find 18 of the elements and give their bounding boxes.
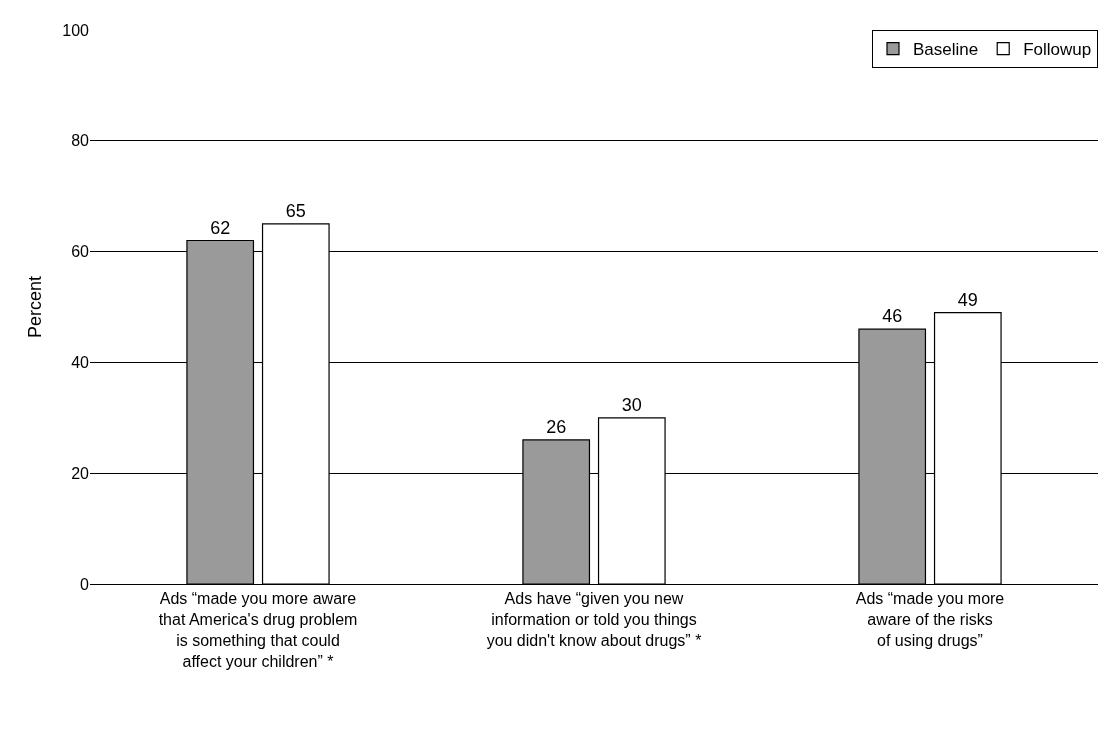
legend-label: Baseline	[913, 40, 979, 60]
y-tick-label: 20	[71, 464, 90, 482]
y-tick-label: 0	[80, 575, 90, 593]
y-tick-label: 80	[71, 132, 90, 150]
data-label: 62	[210, 217, 231, 238]
data-label: 26	[546, 416, 567, 437]
y-tick-label: 60	[71, 243, 90, 261]
legend-label: Followup	[1023, 40, 1092, 60]
data-label: 49	[957, 289, 978, 310]
x-tick-label: Ads have “given you new information or told you things you didn't know about drugs” *	[486, 590, 702, 649]
data-label: 30	[621, 394, 642, 415]
x-tick-label: Ads “made you more aware that America's drug problem is something that could affect your children” *	[158, 590, 358, 670]
y-axis-title: Percent	[25, 275, 46, 339]
data-label: 65	[285, 200, 306, 221]
y-tick-label: 40	[71, 354, 90, 371]
y-tick-label: 100	[62, 21, 90, 39]
x-tick-label: Ads “made you more aware of the risks of using drugs”	[855, 590, 1005, 649]
data-label: 46	[882, 306, 903, 327]
